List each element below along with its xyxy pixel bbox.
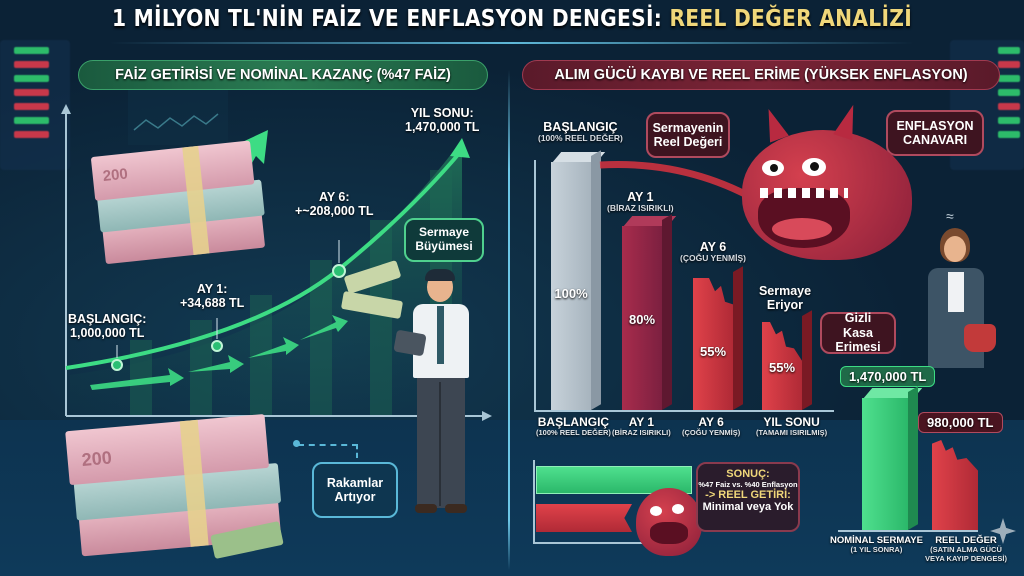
x-label-ay6-sub: (ÇOĞU YENMİŞ) xyxy=(682,428,741,438)
bubble-numbers-rising-text: Rakamlar Artıyor xyxy=(326,475,384,504)
title-main: 1 MİLYON TL'NİN FAİZ VE ENFLASYON DENGES… xyxy=(111,6,663,32)
bubble-real-value: Sermayenin Reel Değeri xyxy=(646,112,730,158)
nominal-capital-sub: (1 YIL SONRA) xyxy=(850,545,903,555)
x-label-ay1: AY 1 (BİRAZ ISIRIKLI) xyxy=(612,415,671,438)
result-bar-inflation xyxy=(536,504,632,532)
right-panel-header: ALIM GÜCÜ KAYBI VE REEL ERİME (YÜKSEK EN… xyxy=(522,60,1000,90)
worried-woman-illustration: ≈ xyxy=(918,208,998,378)
comparison-axis xyxy=(838,530,978,532)
bubble-capital-growth: Sermaye Büyümesi xyxy=(404,218,484,262)
left-panel-header-text: FAİZ GETİRİSİ VE NOMİNAL KAZANÇ (%47 FAİ… xyxy=(115,67,451,83)
result-axis-x xyxy=(533,542,648,544)
bar-chart-x-axis xyxy=(534,410,834,412)
top-start-sub: (100% REEL DEĞER) xyxy=(538,133,623,144)
connector-dot xyxy=(293,440,300,447)
bubble-inflation-monster-text: ENFLASYON CANAVARI xyxy=(896,118,974,147)
bubble-capital-growth-text: Sermaye Büyümesi xyxy=(415,225,473,253)
bar-ay6-header-sub: (ÇOĞU YENMİŞ) xyxy=(680,253,746,264)
result-axis-y xyxy=(533,460,535,544)
x-label-start-sub: (100% REEL DEĞER) xyxy=(536,428,611,438)
result-box: SONUÇ: %47 Faiz vs. %40 Enflasyon -> REE… xyxy=(696,462,800,532)
small-monster-illustration xyxy=(636,488,702,556)
bubble-numbers-rising: Rakamlar Artıyor xyxy=(312,462,398,518)
real-value-label-title: REEL DEĞER xyxy=(935,535,997,546)
melting-label: Sermaye Eriyor xyxy=(755,284,815,313)
nominal-value-tag: 1,470,000 TL xyxy=(840,366,936,387)
nominal-capital-title: NOMİNAL SERMAYE xyxy=(830,535,923,546)
point-yearend-label: YIL SONU: 1,470,000 TL xyxy=(405,106,479,135)
real-value-tag: 980,000 TL xyxy=(918,412,1003,433)
top-start-label: BAŞLANGIÇ (100% REEL DEĞER) xyxy=(538,120,623,144)
real-value-label-sub2: VEYA KAYIP DENGESİ) xyxy=(925,553,1007,563)
right-panel-header-text: ALIM GÜCÜ KAYBI VE REEL ERİME (YÜKSEK EN… xyxy=(554,67,968,83)
bar-ay6-header-title: AY 6 xyxy=(699,240,727,254)
nominal-value-text: 1,470,000 TL xyxy=(849,369,927,384)
point-ay1-label: AY 1: +34,688 TL xyxy=(180,282,244,311)
x-label-ay6: AY 6 (ÇOĞU YENMİŞ) xyxy=(682,415,741,438)
result-line1: %47 Faiz vs. %40 Enflasyon xyxy=(698,480,798,489)
bar-ay1-header-sub: (BİRAZ ISIRIKLI) xyxy=(607,203,674,214)
bar-start: 100% xyxy=(551,150,606,410)
real-value-text: 980,000 TL xyxy=(927,415,994,430)
bar-ay1: 80% xyxy=(622,214,677,410)
left-panel-header: FAİZ GETİRİSİ VE NOMİNAL KAZANÇ (%47 FAİ… xyxy=(78,60,488,90)
point-start-value: 1,000,000 TL xyxy=(70,326,145,341)
bar-ay6: 55% xyxy=(693,266,743,410)
inflation-monster-illustration xyxy=(742,101,912,268)
point-yearend-title: YIL SONU: xyxy=(410,106,474,120)
bar-start-value: 100% xyxy=(554,286,588,301)
melting-label-text: Sermaye Eriyor xyxy=(758,284,812,313)
banknote-label-bottom: 200 xyxy=(80,447,113,471)
bubble-inflation-monster: ENFLASYON CANAVARI xyxy=(886,110,984,156)
banknote-label-top: 200 xyxy=(101,165,129,185)
dashed-connector xyxy=(298,444,358,458)
bar-yearend-value: 55% xyxy=(768,360,796,375)
page-title: 1 MİLYON TL'NİN FAİZ VE ENFLASYON DENGES… xyxy=(61,6,962,32)
x-label-start: BAŞLANGIÇ (100% REEL DEĞER) xyxy=(536,415,611,438)
bubble-vault-melting: Gizli Kasa Erimesi xyxy=(820,311,896,355)
dizzy-icon: ≈ xyxy=(946,208,954,224)
bar-yearend: 55% xyxy=(762,310,812,410)
real-value-label: REEL DEĞER (SATIN ALMA GÜCÜ VEYA KAYIP D… xyxy=(925,535,1007,563)
real-value-label-sub1: (SATIN ALMA GÜCÜ xyxy=(930,545,1002,555)
point-start-title: BAŞLANGIÇ: xyxy=(68,312,147,326)
businessman-illustration xyxy=(393,269,485,532)
bar-real xyxy=(932,440,978,530)
point-ay1-title: AY 1: xyxy=(196,282,228,296)
point-ay6-label: AY 6: +~208,000 TL xyxy=(295,190,374,219)
point-start-label: BAŞLANGIÇ: 1,000,000 TL xyxy=(68,312,146,341)
x-label-yearend-title: YIL SONU xyxy=(763,415,820,429)
bar-ay1-header: AY 1 (BİRAZ ISIRIKLI) xyxy=(607,190,674,214)
x-label-ay1-title: AY 1 xyxy=(628,415,655,429)
x-label-yearend-sub: (TAMAMI ISIRILMIŞ) xyxy=(756,428,828,438)
x-label-start-title: BAŞLANGIÇ xyxy=(537,415,610,429)
nominal-capital-label: NOMİNAL SERMAYE (1 YIL SONRA) xyxy=(830,535,923,555)
point-ay6-title: AY 6: xyxy=(318,190,350,204)
title-underline xyxy=(110,42,914,44)
point-yearend-value: 1,470,000 TL xyxy=(405,120,480,135)
bar-nominal xyxy=(862,386,923,530)
bar-ay6-header: AY 6 (ÇOĞU YENMİŞ) xyxy=(680,240,746,264)
top-start-title: BAŞLANGIÇ xyxy=(543,120,618,134)
bar-chart-y-axis xyxy=(534,160,536,410)
panel-divider xyxy=(508,70,510,570)
result-title: SONUÇ: xyxy=(726,468,770,480)
bar-ay6-value: 55% xyxy=(699,344,727,359)
bubble-vault-melting-text: Gizli Kasa Erimesi xyxy=(835,311,881,355)
point-ay1-value: +34,688 TL xyxy=(180,296,245,311)
result-bar-interest xyxy=(536,466,692,494)
x-label-ay1-sub: (BİRAZ ISIRIKLI) xyxy=(612,428,671,438)
bubble-real-value-text: Sermayenin Reel Değeri xyxy=(652,120,724,149)
x-label-yearend: YIL SONU (TAMAMI ISIRILMIŞ) xyxy=(756,415,828,438)
result-line3: Minimal veya Yok xyxy=(702,501,794,513)
result-line2: -> REEL GETİRİ: xyxy=(705,489,791,501)
bar-ay1-header-title: AY 1 xyxy=(627,190,654,204)
point-ay6-value: +~208,000 TL xyxy=(295,204,374,219)
x-label-ay6-title: AY 6 xyxy=(698,415,724,429)
ticker-board-left xyxy=(0,40,70,170)
bar-ay1-value: 80% xyxy=(628,312,656,327)
title-highlight: REEL DEĞER ANALİZİ xyxy=(669,6,912,32)
money-stack-top: 200 xyxy=(90,131,272,273)
